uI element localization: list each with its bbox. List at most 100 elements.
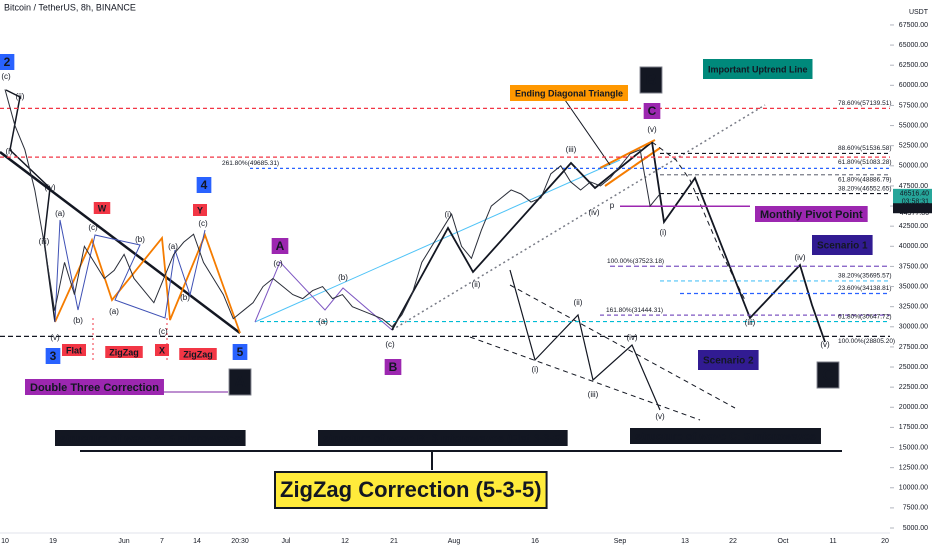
label-box [643,103,661,119]
wave-label: 4 [201,178,208,192]
wave-label: (iv) [626,333,637,342]
annotation: Monthly Pivot Point [760,209,863,221]
chart-title: Bitcoin / TetherUS, 8h, BINANCE [4,2,136,12]
label-box [93,202,111,214]
y-tick-label: 30000.00 [899,324,928,331]
wave-label: (b) [73,316,83,325]
price-tag-label: 46516.40 [900,191,929,198]
wave-label: 2 [4,55,11,69]
wave-label: B [645,72,657,89]
y-tick-label: 37500.00 [899,263,928,270]
fib-label: 78.60%(57139.51) [838,100,892,107]
y-tick-label: 17500.00 [899,424,928,431]
annotation: Ending Diagonal Triangle [515,88,623,98]
y-tick-label: 22500.00 [899,384,928,391]
label-box [192,204,208,216]
wave-label: (v) [50,333,60,342]
channel-line [254,159,621,323]
fib-label: 100.00%(37523.18) [607,258,664,265]
y-tick-label: 55000.00 [899,122,928,129]
label-box [228,368,252,396]
annotation-box [318,430,568,446]
x-tick-label: 14 [193,538,201,545]
wave-label: C [822,367,834,384]
y-tick-label: 5000.00 [903,525,928,532]
wave-label: (c) [385,340,395,349]
wave-label: C [648,104,657,118]
wave-label: (v) [820,340,830,349]
price-tag-label: 44977.86 [900,210,929,217]
wave-label: (b) [135,235,145,244]
unit: USDT [909,9,929,16]
wave-label: W [98,203,107,213]
y-tick-label: 12500.00 [899,464,928,471]
wave-label: (iv) [794,253,805,262]
wave-label: (iii) [588,390,599,399]
wave-label: (i) [444,210,451,219]
trend-line [0,151,241,334]
label-box [45,348,61,364]
wave-label: (v) [655,412,665,421]
x-tick-label: 13 [681,538,689,545]
annotation: structure of wave A: 5 microwaves [60,433,241,445]
wave-label: (i) [531,365,538,374]
drawings [0,89,890,470]
y-tick-label: 62500.00 [899,62,928,69]
annotation: Scenario 1 [817,241,868,252]
annotation-box [274,471,548,509]
y-tick-label: 20000.00 [899,404,928,411]
wave-label: 5 [237,345,244,359]
x-tick-label: Jun [118,538,129,545]
annotation-box [630,428,821,444]
y-tick-label: 27500.00 [899,344,928,351]
wave-label: (iv) [44,183,55,192]
wave-label: (iii) [745,318,756,327]
wave-label: (c) [273,259,283,268]
wave-label: Y [197,205,203,215]
wave-label: (i) [5,147,12,156]
wave-label: (iii) [566,145,577,154]
countdown: 03:58:31 [902,199,929,206]
scenario-2 [509,269,661,411]
x-tick-label: 21 [390,538,398,545]
fib-label: 88.60%(51536.58) [838,145,892,152]
fib-label: 23.60%(34138.81) [838,285,892,292]
wave-label: (a) [318,317,328,326]
label-box [232,344,248,360]
wave-label: (b) [338,273,348,282]
wave-label: (iii) [39,237,50,246]
wave-label: (ii) [472,280,481,289]
scenario-2-channel [509,284,736,409]
wave-label: (c) [88,223,98,232]
label-box [196,177,212,193]
fib-label: 38.20%(35695.57) [838,273,892,280]
x-tick-label: 20:30 [231,538,249,545]
annotation-box [55,430,246,446]
y-tick-label: 57500.00 [899,102,928,109]
label-box [179,348,217,360]
wave-label: B [389,360,398,374]
wave-label: (v) [647,125,657,134]
wave-label: (ii) [574,298,583,307]
y-tick-label: 65000.00 [899,42,928,49]
wave-label: (c) [158,327,168,336]
annotation-box [703,59,813,79]
y-tick-label: 47500.00 [899,183,928,190]
wave-label: ZigZag [109,347,139,357]
x-tick-label: 11 [829,538,836,545]
x-tick-label: 19 [49,538,57,545]
price-axis [890,0,932,533]
wave-label: A [276,239,285,253]
label-box [271,238,289,254]
y-tick-label: 50000.00 [899,163,928,170]
x-tick-label: Aug [448,538,461,545]
wave-label: ZigZag [183,349,213,359]
pointer [564,99,611,166]
x-tick-label: 20 [881,538,889,545]
fib-label: 161.80%(31444.31) [606,307,663,314]
label-box [639,66,663,94]
x-tick-label: Oct [778,538,789,545]
fib-label: 61.80%(48886.79) [838,176,892,183]
